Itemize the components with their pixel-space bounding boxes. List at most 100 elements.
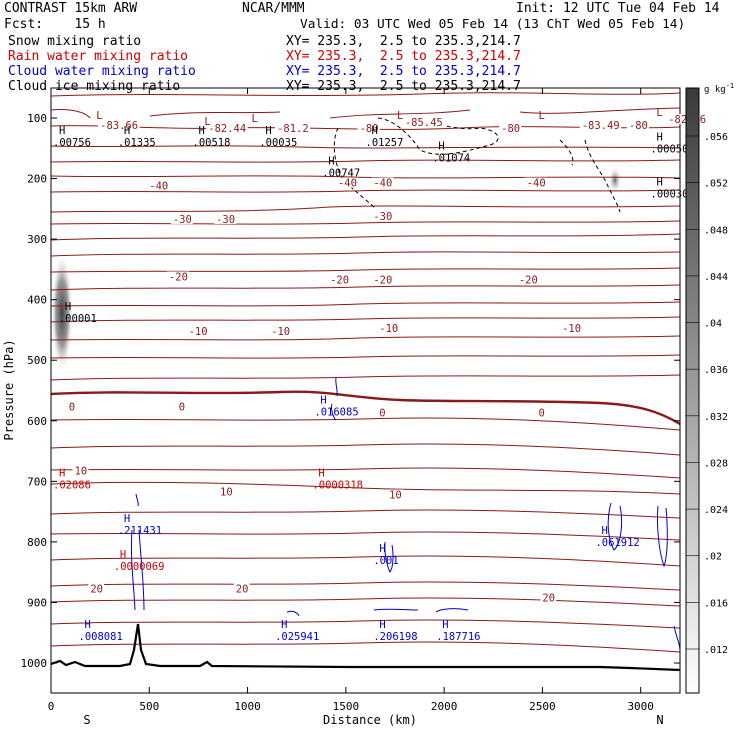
temp-contour-line xyxy=(51,335,680,341)
low-marker: L xyxy=(397,110,403,122)
temp-label-bg xyxy=(335,177,359,188)
colorbar-tick-label: .032 xyxy=(704,412,728,423)
temp-contour-line xyxy=(51,189,680,193)
temp-contour-line xyxy=(51,417,680,431)
temp-label-bg xyxy=(176,401,187,412)
colorbar-tick-label: .044 xyxy=(704,272,728,283)
temp-contour-line xyxy=(51,467,680,479)
temp-contour-label: -20 xyxy=(519,275,538,287)
temp-label-bg xyxy=(371,274,394,285)
temp-contour-label: 10 xyxy=(75,465,88,477)
temp-contour-label: -20 xyxy=(373,275,392,287)
temp-contour-label: 20 xyxy=(236,583,249,595)
max-marker: H xyxy=(65,301,71,313)
max-marker: H xyxy=(657,131,663,143)
temp-label-bg xyxy=(66,401,77,412)
temp-contour-label: -83.66 xyxy=(100,120,138,132)
temp-label-bg xyxy=(147,180,170,191)
max-value-label: .00001 xyxy=(59,313,97,325)
temp-contour-line xyxy=(51,205,680,213)
max-marker: H xyxy=(438,140,444,152)
temp-label-bg xyxy=(579,120,622,131)
temp-contour-line xyxy=(51,481,680,495)
max-value-label: .01335 xyxy=(118,137,156,149)
max-value-label: .00030 xyxy=(651,189,689,201)
temp-contour-label: -30 xyxy=(216,214,235,226)
max-marker: H xyxy=(265,125,271,137)
temp-label-bg xyxy=(72,465,89,476)
temp-contour-line xyxy=(51,107,680,119)
colorbar-tick-label: .052 xyxy=(704,179,728,190)
max-value-label: .0000069 xyxy=(114,561,165,573)
y-axis-title: Pressure (hPa) xyxy=(2,339,16,440)
temp-label-bg xyxy=(88,583,105,594)
x-end-label-south: S xyxy=(83,713,90,727)
temp-contour-line xyxy=(51,619,680,629)
temp-label-bg xyxy=(98,120,140,131)
temp-contour-line xyxy=(51,251,680,257)
max-value-label: .187716 xyxy=(436,631,480,643)
temp-contour-line xyxy=(51,597,680,607)
x-tick-label: 500 xyxy=(139,700,159,713)
temp-contour-line xyxy=(51,374,680,381)
colorbar-tick-label: .048 xyxy=(704,225,728,236)
temp-contour-label: -20 xyxy=(330,275,349,287)
max-marker: H xyxy=(372,125,378,137)
y-tick-label: 200 xyxy=(27,173,47,186)
temp-contour-label: -80 xyxy=(501,123,520,135)
max-marker: H xyxy=(379,619,385,631)
temp-contour-label: -82.44 xyxy=(208,123,246,135)
max-marker: H xyxy=(328,156,334,168)
field-name-snow: Snow mixing ratio xyxy=(8,34,142,49)
max-value-label: .016085 xyxy=(314,407,358,419)
y-tick-label: 900 xyxy=(27,596,47,609)
temp-label-bg xyxy=(377,407,387,418)
temp-contour-line xyxy=(51,267,680,273)
temp-contour-label: -20 xyxy=(169,271,188,283)
field-xy-snow: XY= 235.3, 2.5 to 235.3,214.7 xyxy=(286,34,521,49)
max-value-label: .00035 xyxy=(259,137,297,149)
x-end-label-north: N xyxy=(656,713,663,727)
temp-contour-line xyxy=(51,233,680,241)
cloud-water-contour xyxy=(607,502,668,568)
cloud-water-contour xyxy=(384,541,394,573)
temp-contour-line xyxy=(51,555,680,567)
temp-contour-line xyxy=(51,145,680,149)
snow-shading-east xyxy=(608,166,622,194)
y-tick-label: 500 xyxy=(27,354,47,367)
colorbar-tick-label: .028 xyxy=(704,458,728,469)
max-value-label: .008081 xyxy=(79,631,123,643)
temp-contour-label: 10 xyxy=(220,486,233,498)
terrain-line xyxy=(51,623,680,672)
colorbar-tick-label: .036 xyxy=(704,365,728,376)
max-marker: H xyxy=(124,125,130,137)
low-marker: L xyxy=(538,110,544,122)
temp-label-bg xyxy=(402,117,445,128)
temp-label-bg xyxy=(371,210,394,221)
max-value-label: .206198 xyxy=(373,631,417,643)
temp-label-bg xyxy=(218,486,234,497)
field-xy-cloud-ice: XY= 235.3, 2.5 to 235.3,214.7 xyxy=(286,79,521,94)
x-axis-title: Distance (km) xyxy=(323,713,417,727)
cloud-water-contour xyxy=(331,377,338,421)
header-valid: Valid: 03 UTC Wed 05 Feb 14 (13 ChT Wed … xyxy=(300,17,686,32)
temp-contour-label: 0 xyxy=(179,402,185,414)
y-tick-label: 400 xyxy=(27,294,47,307)
max-marker: H xyxy=(59,467,65,479)
x-tick-label: 2000 xyxy=(431,700,458,713)
temp-label-bg xyxy=(328,274,351,285)
x-tick-label: 3000 xyxy=(627,700,654,713)
colorbar-unit: g kg-1 xyxy=(704,82,734,95)
max-value-label: .00050 xyxy=(651,143,689,155)
low-marker: L xyxy=(96,110,102,122)
low-marker: L xyxy=(204,116,210,128)
cloud-ice-contour xyxy=(559,139,621,213)
colorbar xyxy=(685,87,700,694)
temp-label-bg xyxy=(387,489,403,500)
colorbar-tick-label: .02 xyxy=(704,552,722,563)
max-value-label: .02086 xyxy=(53,479,91,491)
max-value-label: .01074 xyxy=(432,152,470,164)
field-name-cloud-water: Cloud water mixing ratio xyxy=(8,64,196,79)
temp-label-bg xyxy=(377,322,400,333)
temp-contour-label: 10 xyxy=(389,489,402,501)
